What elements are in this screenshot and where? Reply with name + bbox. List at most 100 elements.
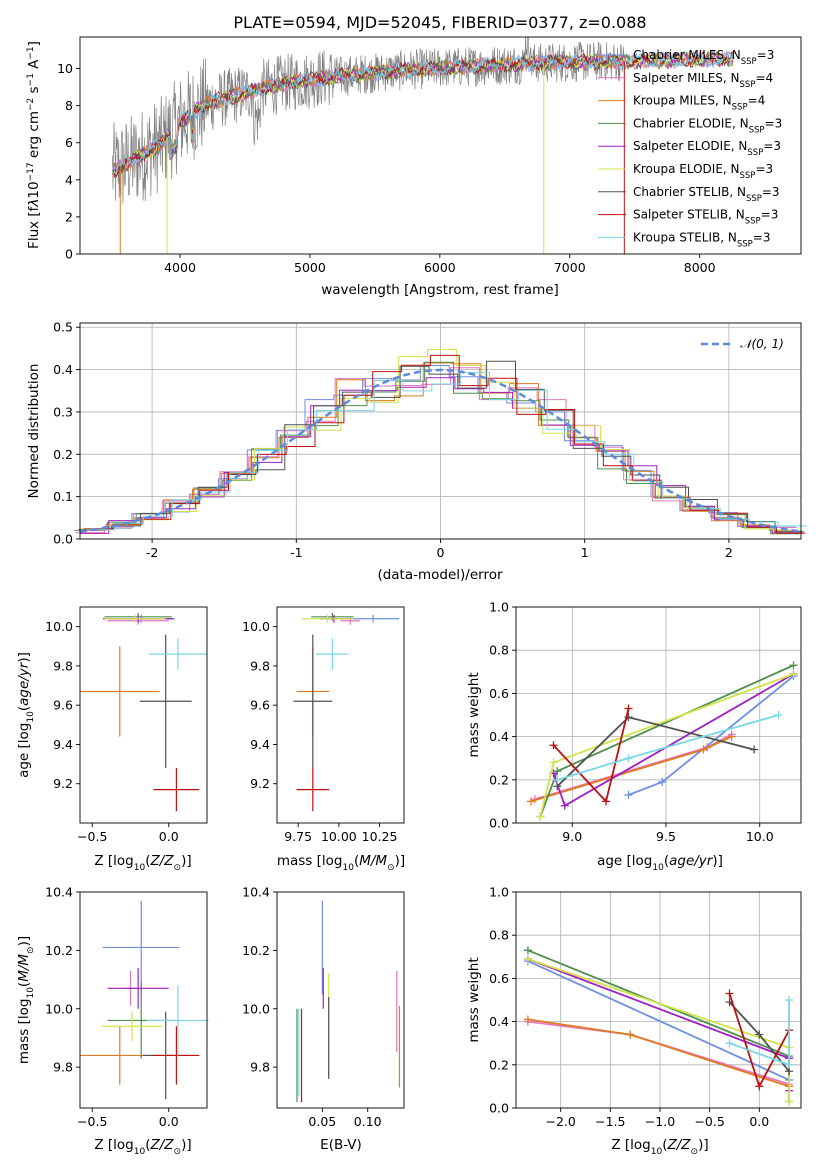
y-tick-label: 0.2	[53, 447, 73, 462]
x-tick-label: 0.0	[749, 1114, 769, 1129]
massweight-point-kroupa_miles	[699, 745, 708, 754]
y-tick-label: 9.6	[53, 698, 73, 713]
massweight-point-salpeter_stelib	[755, 1082, 764, 1091]
x-tick-label: −2.0	[546, 1114, 576, 1129]
legend-subscript: SSP	[732, 103, 748, 113]
massweight-vs-z-xlabel: Z [log10(Z/Z⊙)]	[611, 1137, 708, 1157]
legend-label-rest: =3	[763, 139, 781, 153]
y-tick-label: 10.2	[242, 943, 270, 958]
x-tick-label: 9.75	[284, 829, 312, 844]
massweight-line-chabrier_miles	[628, 675, 795, 796]
gaussian-legend-label: 𝒩(0, 1)	[740, 337, 784, 351]
model-spectrum-kroupa_stelib	[112, 51, 734, 177]
massweight-vs-z-panel: −2.0 −1.5 −1.0 −0.5 0.0 0.0 0.2 0.4 0.6 0.8 1.0 Z …	[466, 885, 802, 1157]
y-tick-label: 0.4	[489, 1014, 509, 1029]
gaussian-reference-curve	[79, 368, 802, 533]
massweight-point-kroupa_stelib	[774, 711, 783, 719]
massweight-point-kroupa_miles	[523, 1015, 532, 1024]
y-tick-label: 10.0	[242, 619, 270, 634]
x-tick-label: 9.0	[562, 829, 582, 844]
massweight-point-kroupa_stelib	[725, 1039, 734, 1048]
massweight-line-kroupa_elodie	[527, 958, 790, 1102]
x-tick-label: −0.5	[77, 1114, 107, 1129]
massweight-point-chabrier_miles	[658, 777, 667, 786]
massweight-point-kroupa_miles	[527, 797, 535, 806]
age-vs-z-panel: −0.5 0.09.29.49.69.810.0 Z [log10(Z/Z⊙)] …	[16, 606, 208, 873]
y-tick-label: 0.8	[489, 928, 509, 943]
legend-subscript: SSP	[740, 80, 756, 90]
y-tick-label: 9.2	[53, 776, 73, 791]
legend-label-rest: =4	[755, 71, 773, 85]
y-tick-label: 9.8	[250, 658, 270, 673]
x-tick-label: 0.0	[159, 1114, 179, 1129]
residual-ylabel: Normed distribution	[26, 364, 42, 499]
y-tick-label: 1.0	[489, 600, 509, 615]
massweight-point-salpeter_stelib	[549, 741, 558, 750]
x-tick-label: 10.0	[746, 829, 774, 844]
y-tick-label: 1.0	[489, 885, 509, 900]
y-tick-label: 9.4	[250, 737, 270, 752]
mass-vs-z-panel: −0.5 0.0 9.8 10.0 10.2 10.4 Z [log10(Z/Z⊙)] m…	[16, 885, 209, 1157]
legend-label-rest: =3	[757, 48, 775, 62]
massweight-point-kroupa_elodie	[785, 1097, 794, 1106]
legend-label-rest: =3	[761, 208, 779, 222]
spectrum-ylabel: Flux [fλ10−17 erg cm−2 s−1 A−1]	[26, 41, 42, 249]
x-tick-label: 9.5	[656, 829, 676, 844]
massweight-line-chabrier_miles	[527, 960, 790, 1081]
legend-label-kroupa_stelib: Kroupa STELIB, NSSP=3	[633, 230, 771, 249]
x-tick-label: 2	[725, 545, 733, 560]
y-tick-label: 8	[65, 98, 73, 113]
x-tick-label: 8000	[684, 260, 716, 275]
y-tick-label: 0.0	[53, 532, 73, 547]
massweight-point-salpeter_stelib	[725, 989, 734, 998]
y-tick-label: 0.4	[53, 362, 73, 377]
massweight-point-chabrier_elodie	[789, 661, 798, 670]
legend-label-kroupa_elodie: Kroupa ELODIE, NSSP=3	[633, 162, 773, 181]
y-tick-label: 9.6	[250, 698, 270, 713]
legend-label-chabrier_stelib: Chabrier STELIB, NSSP=3	[633, 185, 780, 204]
x-tick-label: 0.10	[354, 1114, 382, 1129]
y-tick-label: 9.4	[53, 737, 73, 752]
massweight-point-salpeter_stelib	[624, 704, 633, 713]
x-tick-label: 1	[581, 545, 589, 560]
spectrum-xlabel: wavelength [Angstrom, rest frame]	[321, 282, 559, 298]
legend-subscript: SSP	[745, 217, 761, 227]
massweight-vs-z-ylabel: mass weight	[466, 957, 482, 1042]
y-tick-label: 10.2	[45, 943, 73, 958]
massweight-line-salpeter_stelib	[552, 708, 630, 804]
spectrum-panel: 4000 5000 6000 7000 8000 0 2 4 6 8 10 wavelength […	[26, 36, 802, 298]
x-tick-label: −1.0	[645, 1114, 675, 1129]
massweight-point-kroupa_miles	[727, 732, 736, 741]
y-tick-label: 10.0	[45, 1001, 73, 1016]
y-tick-label: 10.4	[45, 885, 73, 900]
x-tick-label: 0	[437, 545, 445, 560]
residual-panel: -2 -1 0 1 2 0.0 0.1 0.2 0.3 0.4 0.5 (data-model)/e…	[26, 320, 807, 583]
figure-title: PLATE=0594, MJD=52045, FIBERID=0377, z=0…	[233, 13, 646, 32]
x-tick-label: −0.5	[694, 1114, 724, 1129]
y-tick-label: 10	[57, 61, 73, 76]
mass-vs-z-ylabel: mass [log10(M/M⊙)]	[16, 936, 36, 1064]
legend-subscript: SSP	[741, 57, 757, 67]
x-tick-label: 10.25	[362, 829, 398, 844]
spectrum-lines	[112, 37, 734, 254]
massweight-vs-age-ylabel: mass weight	[466, 672, 482, 757]
y-tick-label: 0.0	[489, 816, 509, 831]
legend-label-rest: =3	[755, 162, 773, 176]
massweight-point-chabrier_stelib	[750, 745, 759, 754]
massweight-point-kroupa_elodie	[536, 812, 545, 821]
age-vs-mass-panel: 9.75 10.00 10.25 9.2 9.4 9.6 9.8 10.0 mass [log…	[242, 606, 405, 873]
y-tick-label: 9.8	[53, 1060, 73, 1075]
age-vs-mass-xlabel: mass [log10(M/M⊙)]	[277, 853, 405, 873]
y-tick-label: 0.6	[489, 686, 509, 701]
massweight-point-kroupa_elodie	[789, 669, 798, 678]
x-tick-label: 7000	[554, 260, 586, 275]
y-tick-label: 0.8	[489, 643, 509, 658]
legend-subscript: SSP	[740, 171, 756, 181]
massweight-point-kroupa_stelib	[624, 754, 633, 763]
y-tick-label: 0.2	[489, 772, 509, 787]
legend-label-salpeter_miles: Salpeter MILES, NSSP=4	[633, 71, 773, 90]
y-tick-label: 4	[65, 172, 73, 187]
x-tick-label: −0.5	[77, 829, 107, 844]
